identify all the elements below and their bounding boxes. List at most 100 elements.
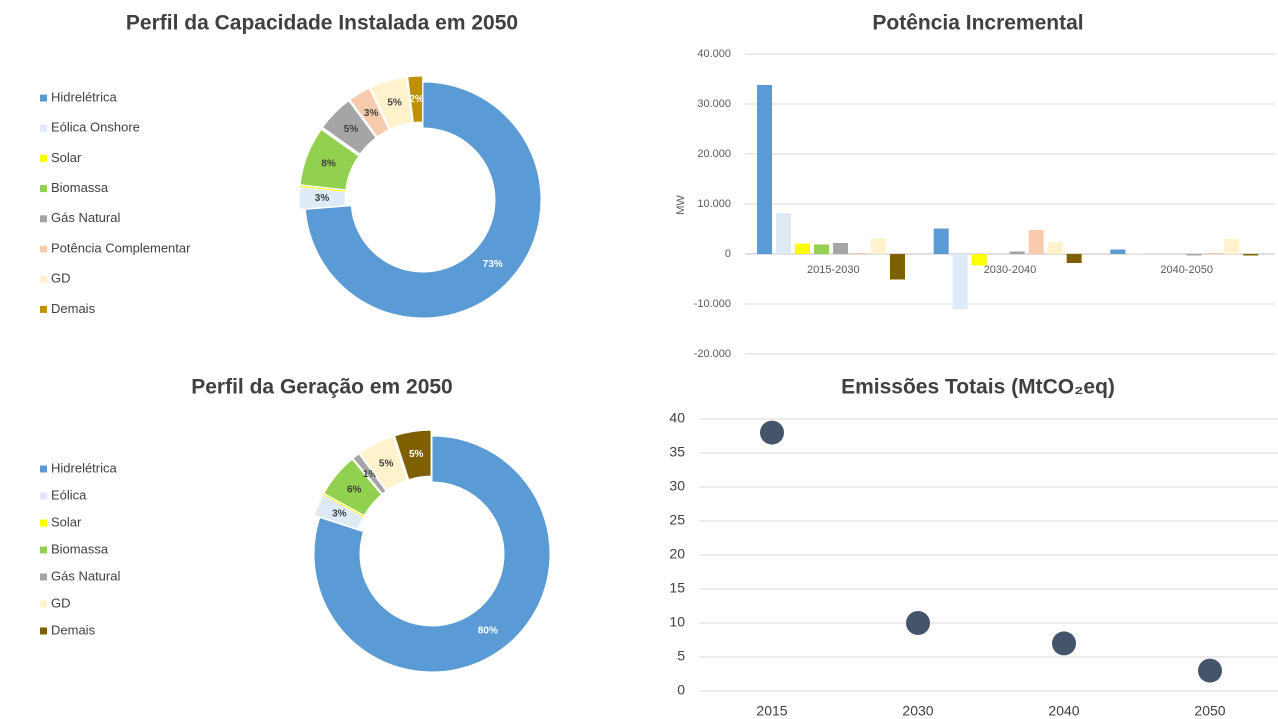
y-tick-label: 0 xyxy=(677,682,685,698)
data-label: 2% xyxy=(409,94,424,105)
bar xyxy=(833,243,848,254)
legend-swatch xyxy=(40,600,47,608)
y-tick-label: 35 xyxy=(669,444,685,460)
x-tick-label: 2040 xyxy=(1048,703,1079,719)
legend-label: GD xyxy=(51,271,71,286)
scatter-point xyxy=(760,420,784,445)
x-tick-label: 2050 xyxy=(1194,703,1225,719)
pie-slice xyxy=(313,494,365,531)
x-tick-label: 2030 xyxy=(902,703,933,719)
y-tick-label: 0 xyxy=(725,248,731,260)
y-tick-label: 20.000 xyxy=(697,148,731,160)
pie-slice xyxy=(407,75,424,124)
bar xyxy=(1009,251,1025,254)
legend-swatch xyxy=(40,465,47,473)
y-tick-label: -10.000 xyxy=(694,298,731,310)
data-label: 3% xyxy=(332,509,347,520)
legend-label: Demais xyxy=(51,301,96,316)
legend-swatch xyxy=(40,94,47,102)
bar xyxy=(852,253,867,254)
data-label: 5% xyxy=(409,449,424,460)
data-label: 80% xyxy=(478,625,498,636)
x-tick-label: 2030-2040 xyxy=(984,264,1037,276)
y-tick-label: 10.000 xyxy=(697,198,731,210)
bar xyxy=(1186,254,1202,256)
legend-label: Hidrelétrica xyxy=(51,89,118,104)
legend-label: Eólica Onshore xyxy=(51,120,140,135)
bar xyxy=(814,244,829,254)
legend-swatch xyxy=(40,305,47,313)
bar xyxy=(1224,239,1240,254)
y-tick-label: 5 xyxy=(677,648,685,664)
x-tick-label: 2015-2030 xyxy=(807,264,860,276)
data-label: 3% xyxy=(315,193,330,204)
pie-slice xyxy=(352,453,387,495)
data-label: 5% xyxy=(387,98,402,109)
y-tick-label: 40.000 xyxy=(697,48,731,60)
pie-slice xyxy=(298,186,346,210)
legend-label: GD xyxy=(51,595,71,610)
bar xyxy=(1129,253,1145,254)
pie-slice xyxy=(369,76,413,130)
data-label: 73% xyxy=(483,259,503,270)
legend-swatch xyxy=(40,492,47,500)
legend-swatch xyxy=(40,185,47,193)
data-label: 8% xyxy=(321,159,336,170)
pie-slice xyxy=(393,429,432,481)
pie-slice xyxy=(321,100,377,155)
bar xyxy=(757,85,772,254)
bar xyxy=(890,254,905,280)
legend-label: Demais xyxy=(51,622,96,637)
bar xyxy=(952,254,968,309)
y-tick-label: 30 xyxy=(669,478,685,494)
legend-label: Hidrelétrica xyxy=(51,460,118,475)
chart-title: Perfil da Capacidade Instalada em 2050 xyxy=(126,12,518,35)
bar xyxy=(1047,242,1063,254)
bar xyxy=(1066,254,1082,263)
scatter-point xyxy=(906,611,930,635)
chart-title: Emissões Totais (MtCO₂eq) xyxy=(841,376,1115,399)
legend-swatch xyxy=(40,573,47,581)
y-tick-label: 30.000 xyxy=(697,98,731,110)
legend-swatch xyxy=(40,154,47,162)
bar xyxy=(776,213,791,254)
pie-slice xyxy=(313,435,551,673)
legend-label: Eólica xyxy=(51,487,87,502)
legend-label: Biomassa xyxy=(51,180,109,195)
data-label: 3% xyxy=(364,108,379,119)
legend-swatch xyxy=(40,546,47,554)
bar xyxy=(871,238,886,254)
data-label: 5% xyxy=(379,459,394,470)
x-tick-label: 2040-2050 xyxy=(1160,264,1213,276)
y-tick-label: 20 xyxy=(669,546,685,562)
data-label: 6% xyxy=(347,484,362,495)
y-tick-label: 15 xyxy=(669,580,685,596)
legend-label: Potência Complementar xyxy=(51,240,191,255)
y-axis-label: MW xyxy=(675,195,687,215)
legend-label: Gás Natural xyxy=(51,568,120,583)
pie-slice xyxy=(304,81,542,319)
scatter-point xyxy=(1198,658,1222,683)
legend-label: Biomassa xyxy=(51,541,109,556)
legend-swatch xyxy=(40,519,47,527)
data-label: 5% xyxy=(344,124,359,135)
chart-title: Potência Incremental xyxy=(872,12,1083,35)
data-label: 1% xyxy=(363,469,378,480)
bar xyxy=(1028,230,1044,254)
bar xyxy=(1110,249,1126,254)
pie-slice xyxy=(349,87,390,138)
y-tick-label: 10 xyxy=(669,614,685,630)
chart-title: Perfil da Geração em 2050 xyxy=(191,376,453,399)
legend-label: Solar xyxy=(51,514,82,529)
bar xyxy=(1243,254,1259,256)
pie-slice xyxy=(299,185,346,192)
legend-swatch xyxy=(40,124,47,132)
y-tick-label: 25 xyxy=(669,512,685,528)
legend-swatch xyxy=(40,215,47,223)
y-tick-label: -20.000 xyxy=(694,348,731,360)
bar xyxy=(1205,253,1221,254)
scatter-point xyxy=(1052,631,1076,656)
x-tick-label: 2015 xyxy=(756,703,787,719)
legend-swatch xyxy=(40,275,47,283)
legend-swatch xyxy=(40,245,47,253)
